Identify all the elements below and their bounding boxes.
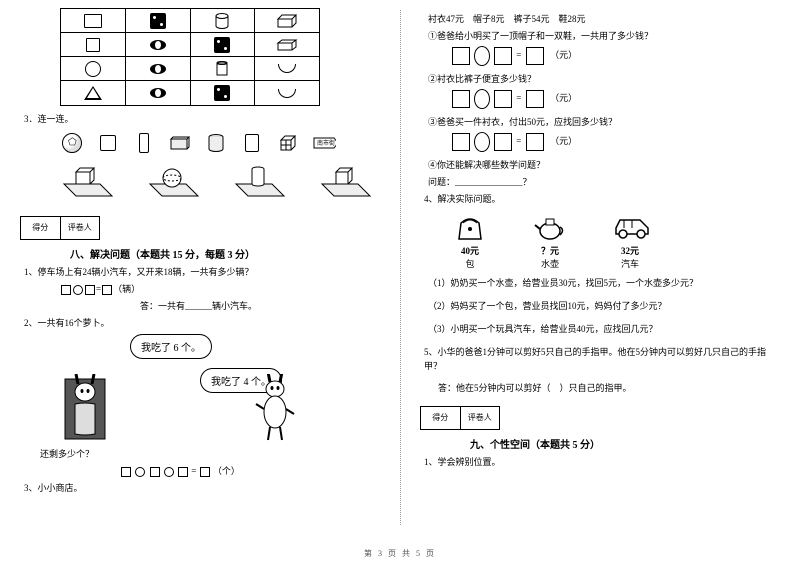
question-3b: 3、小小商店。	[24, 481, 380, 495]
dice-icon	[214, 85, 230, 101]
question-4: 4、解决实际问题。	[424, 192, 780, 206]
item-name: 汽车	[610, 257, 650, 270]
yuan-unit: （元）	[555, 136, 578, 146]
rabbit-left-icon	[60, 374, 110, 444]
yuan-unit: （元）	[555, 93, 578, 103]
section-8-title: 八、解决问题（本题共 15 分，每题 3 分）	[70, 246, 380, 261]
table-row	[61, 57, 319, 81]
sub-question-2: ②衬衣比裤子便宜多少钱？	[428, 72, 780, 85]
table-row	[61, 9, 319, 33]
sub-question-1: ①爸爸给小明买了一顶帽子和一双鞋，一共用了多少钱？	[428, 29, 780, 42]
question-5-answer: 答：他在5分钟内可以剪好（ ）只自己的指甲。	[438, 381, 780, 394]
item-kettle: ？元 水壶	[530, 212, 570, 270]
tray-sphere-icon	[146, 162, 202, 206]
table-row	[61, 33, 319, 57]
can-icon	[215, 13, 229, 29]
items-row: 40元 包 ？元 水壶 32元 汽车	[450, 212, 780, 270]
eye-icon	[149, 39, 167, 51]
item-car: 32元 汽车	[610, 212, 650, 270]
section-9-title: 九、个性空间（本题共 5 分）	[470, 436, 780, 451]
item-name: 水壶	[530, 257, 570, 270]
cuboid-icon	[276, 13, 298, 29]
equation-3: = （元）	[450, 132, 780, 152]
soccer-ball-icon	[62, 133, 82, 153]
prices-line: 衬衣47元 帽子8元 裤子54元 鞋28元	[428, 12, 780, 25]
grader-label: 评卷人	[461, 407, 500, 429]
dice-icon	[100, 135, 116, 151]
score-label: 得分	[21, 217, 61, 239]
right-column: 衬衣47元 帽子8元 裤子54元 鞋28元 ①爸爸给小明买了一顶帽子和一双鞋，一…	[400, 0, 800, 565]
question-2-sub: 还剩多少个？	[40, 447, 380, 461]
cuboid-icon	[276, 38, 298, 52]
cola-can-icon	[245, 134, 259, 152]
item-price: 32元	[610, 244, 650, 257]
bowl-icon	[278, 89, 296, 98]
score-label: 得分	[421, 407, 461, 429]
eye-icon	[149, 87, 167, 99]
tray-cylinder-icon	[232, 162, 288, 206]
rubiks-cube-icon	[278, 133, 298, 153]
question-4-3: （3）小明买一个玩具汽车，给营业员40元，应找回几元？	[428, 322, 780, 335]
sub-question-3: ③爸爸买一件衬衣，付出50元，应找回多少钱？	[428, 115, 780, 128]
question-4-1: （1）奶奶买一个水壶，给营业员30元，找回5元，一个水壶多少元？	[428, 276, 780, 289]
score-box: 得分 评卷人	[420, 406, 500, 430]
eye-icon	[149, 63, 167, 75]
item-price: 40元	[450, 244, 490, 257]
question-label: 3．连一连。	[24, 112, 380, 126]
equation-1: = （元）	[450, 46, 780, 66]
book-icon	[169, 135, 191, 151]
bag-icon	[453, 213, 487, 241]
rabbit-right-icon	[250, 374, 300, 444]
table-row	[61, 81, 319, 105]
svg-text:南市街: 南市街	[317, 139, 335, 147]
question-5: 5、小华的爸爸1分钟可以剪好5只自己的手指甲。他在5分钟内可以剪好几只自己的手指…	[424, 345, 780, 373]
question-1-answer: 答：一共有______辆小汽车。	[140, 299, 380, 313]
item-name: 包	[450, 257, 490, 270]
can-icon	[216, 61, 228, 77]
sub-question-4a: ④你还能解决哪些数学问题？	[428, 158, 780, 171]
yuan-unit: （元）	[555, 50, 578, 60]
grader-label: 评卷人	[61, 217, 100, 239]
question-1-expression: =（辆）	[60, 282, 380, 296]
left-column: 3．连一连。 南市街 得分 评卷人 八、解决问题（本题共 15 分，每题 3	[0, 0, 400, 565]
tray-row	[60, 162, 380, 206]
sub-question-4b: 问题：_______________？	[428, 175, 780, 188]
circle-icon	[85, 61, 101, 77]
dice-icon	[214, 37, 230, 53]
bowl-icon	[278, 64, 296, 73]
kettle-icon	[533, 213, 567, 241]
can-icon	[208, 134, 224, 152]
rabbit-scene: 我吃了 6 个。 我吃了 4 个。	[50, 334, 380, 444]
question-2: 2、一共有16个萝卜。	[24, 316, 380, 330]
car-icon	[610, 214, 650, 240]
item-price: ？元	[530, 244, 570, 257]
score-box: 得分 评卷人	[20, 216, 100, 240]
unit-label: （个）	[213, 466, 240, 476]
tray-cube-icon	[60, 162, 116, 206]
question-4-2: （2）妈妈买了一个包，营业员找回10元，妈妈付了多少元？	[428, 299, 780, 312]
square-icon	[86, 38, 100, 52]
objects-row: 南市街	[60, 132, 380, 154]
question-1: 1、停车场上有24辆小汽车，又开来18辆，一共有多少辆？	[24, 265, 380, 279]
milk-box-icon	[139, 133, 149, 153]
speech-bubble-1: 我吃了 6 个。	[130, 334, 212, 359]
shape-classification-grid	[60, 8, 320, 106]
sign-icon: 南市街	[312, 134, 336, 152]
rectangle-icon	[84, 14, 102, 28]
triangle-icon	[84, 86, 102, 100]
equation-2: = （元）	[450, 89, 780, 109]
question-9-1: 1、学会辨别位置。	[424, 455, 780, 469]
item-bag: 40元 包	[450, 212, 490, 270]
question-2-expression: = （个）	[120, 464, 380, 478]
tray-cuboid-icon	[318, 162, 374, 206]
page-footer: 第 3 页 共 5 页	[0, 548, 800, 559]
dice-icon	[150, 13, 166, 29]
